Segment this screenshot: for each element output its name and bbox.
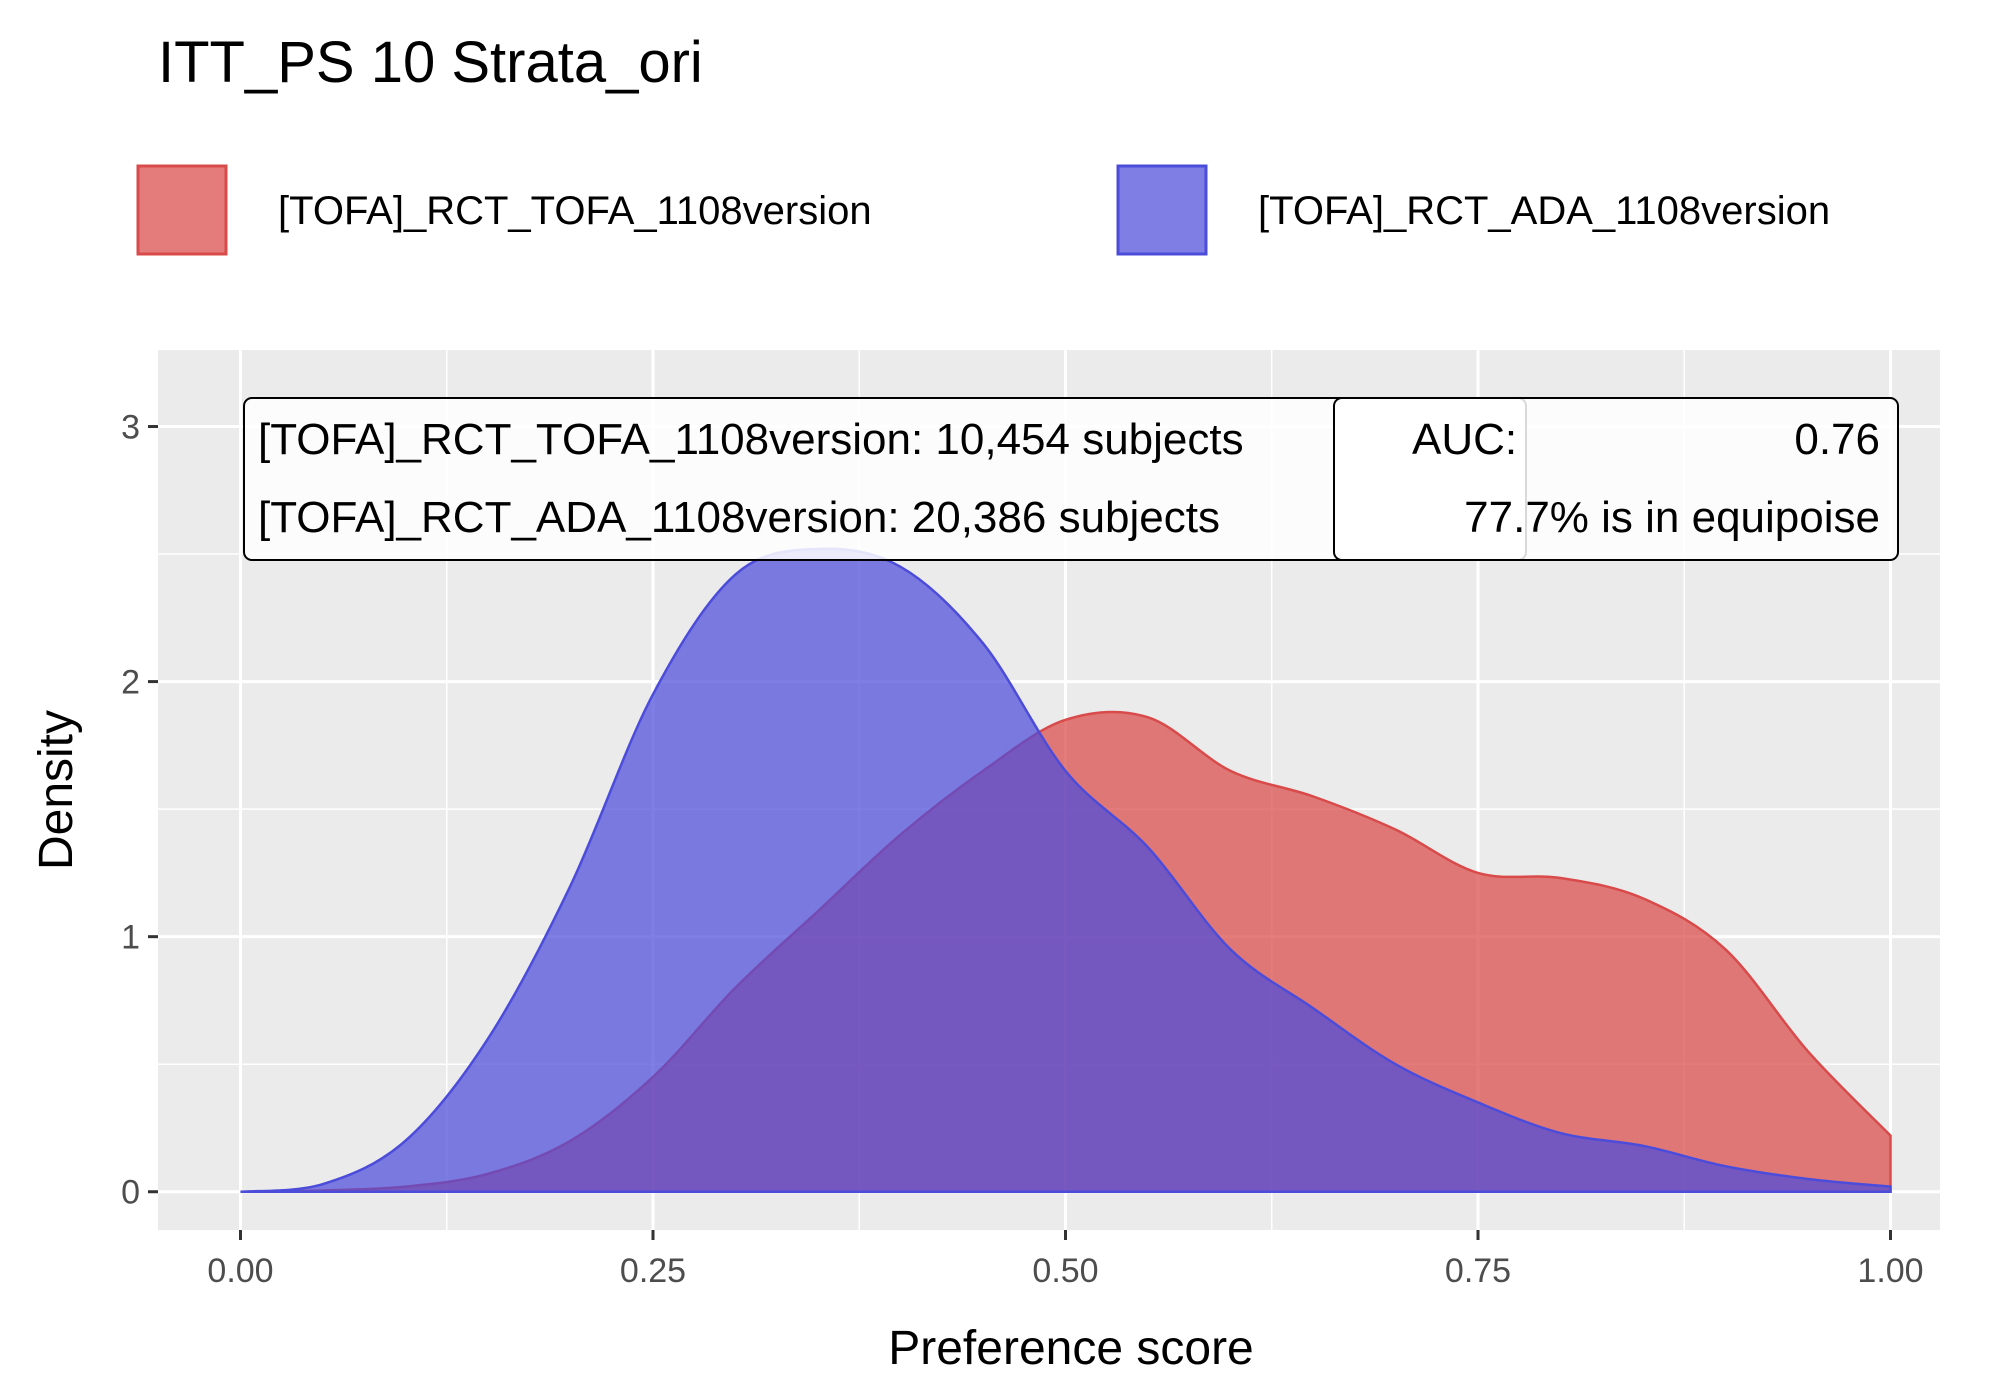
equipoise-text: 77.7% is in equipoise [1464, 493, 1880, 542]
y-axis-title: Density [30, 710, 83, 870]
subjects-line-tofa: [TOFA]_RCT_TOFA_1108version: 10,454 subj… [258, 415, 1244, 464]
legend-label-1: [TOFA]_RCT_ADA_1108version [1258, 189, 1830, 233]
legend: [TOFA]_RCT_TOFA_1108version [TOFA]_RCT_AD… [136, 164, 1830, 256]
legend-label-0: [TOFA]_RCT_TOFA_1108version [278, 189, 872, 233]
x-tick-label: 0.25 [620, 1252, 686, 1290]
density-area-1 [240, 547, 1892, 1193]
y-tick-label: 2 [121, 664, 140, 702]
legend-key-1 [1116, 164, 1208, 256]
auc-annotation-box [1333, 397, 1899, 561]
x-tick-label: 1.00 [1857, 1252, 1923, 1290]
x-axis-title: Preference score [888, 1322, 1254, 1375]
auc-annotation: AUC: 0.76 77.7% is in equipoise [1333, 397, 1899, 561]
x-tick-label: 0.00 [207, 1252, 273, 1290]
x-tick-label: 0.50 [1032, 1252, 1098, 1290]
y-tick-label: 0 [121, 1174, 140, 1212]
auc-value: 0.76 [1794, 415, 1880, 464]
y-tick-label: 3 [121, 409, 140, 447]
x-tick-label: 0.75 [1445, 1252, 1511, 1290]
axes: 0 1 2 3 0.00 0.25 0.50 0.75 1.00 [121, 409, 1924, 1290]
chart-title: ITT_PS 10 Strata_ori [158, 30, 703, 95]
subjects-line-ada: [TOFA]_RCT_ADA_1108version: 20,386 subje… [258, 493, 1220, 542]
subjects-annotation: [TOFA]_RCT_TOFA_1108version: 10,454 subj… [243, 397, 1527, 561]
legend-key-0 [136, 164, 228, 256]
auc-label: AUC: [1412, 415, 1517, 464]
y-tick-label: 1 [121, 919, 140, 957]
density-areas [240, 547, 1892, 1193]
